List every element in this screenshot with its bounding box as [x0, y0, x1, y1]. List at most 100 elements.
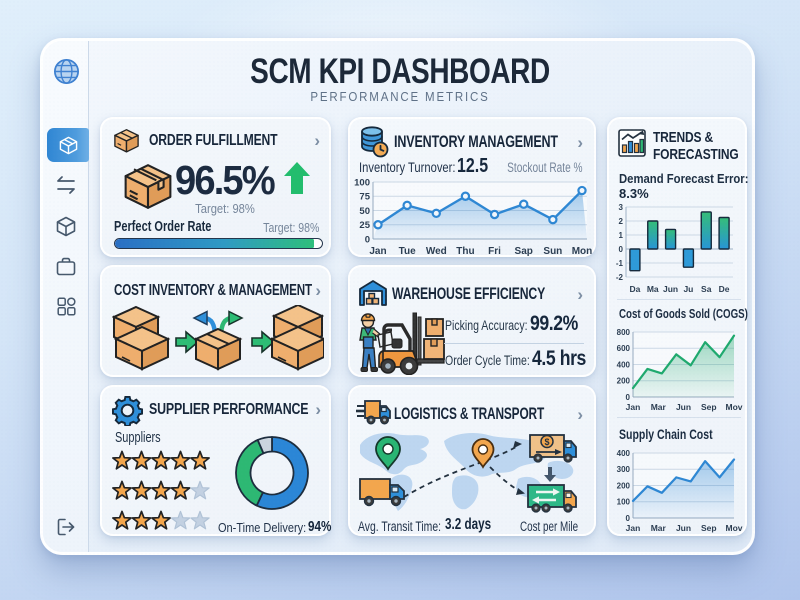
page-title: SCM KPI DASHBOARD — [250, 52, 550, 91]
svg-text:600: 600 — [617, 344, 631, 353]
kpi-value: 96.5% — [175, 157, 276, 203]
flow-arrow — [175, 330, 200, 354]
grid-icon — [56, 297, 76, 316]
forklift — [378, 312, 445, 376]
svg-text:-1: -1 — [616, 259, 624, 268]
donut-segment-on-time — [255, 436, 309, 510]
sidebar-item-apps[interactable] — [43, 297, 89, 316]
svg-text:0: 0 — [619, 245, 624, 254]
card-warehouse-efficiency: WAREHOUSE EFFICIENCY › — [348, 265, 596, 377]
transfer-arrows-icon — [57, 176, 75, 194]
divider — [444, 343, 584, 344]
svg-text:Jan: Jan — [626, 402, 641, 412]
pin-green-icon — [375, 436, 401, 471]
cycle-label: Order Cycle Time: — [445, 353, 530, 368]
chevron-right-icon[interactable]: › — [577, 405, 583, 424]
package-icon — [59, 136, 77, 154]
order-big-box-icon — [122, 161, 174, 216]
delivery-truck-icon — [356, 398, 392, 431]
sidebar-item-transfers[interactable] — [43, 176, 89, 194]
picking-value: 99.2% — [530, 312, 578, 335]
suppliers-label: Suppliers — [115, 429, 161, 446]
pin-orange-icon — [471, 438, 495, 469]
progress-bar — [114, 238, 323, 249]
truck-cost-icon — [527, 484, 577, 513]
globe-icon[interactable] — [43, 58, 89, 85]
page-subtitle: PERFORMANCE METRICS — [310, 90, 490, 104]
svg-text:0: 0 — [365, 234, 370, 245]
svg-text:Jun: Jun — [676, 402, 691, 412]
delivery-label: On-Time Delivery: — [218, 521, 307, 535]
transit-label: Avg. Transit Time: — [358, 519, 442, 534]
card-trends-forecasting: TRENDS & FORECASTING Demand Forecast Err… — [607, 117, 749, 536]
supply-title: Supply Chain Cost — [619, 427, 713, 442]
sidebar-item-business[interactable] — [43, 257, 89, 276]
sidebar-item-logout[interactable] — [43, 517, 89, 537]
card-title: COST INVENTORY & MANAGEMENT — [114, 282, 312, 299]
box-split-center — [192, 310, 244, 371]
card-supplier-performance: SUPPLIER PERFORMANCE › Suppliers On-Time… — [100, 385, 331, 536]
star-rating-row — [112, 510, 210, 530]
svg-text:3: 3 — [619, 203, 624, 212]
svg-text:75: 75 — [359, 192, 370, 203]
svg-text:Jun: Jun — [676, 523, 691, 533]
forklift-boxes — [423, 318, 445, 360]
truck-origin-icon — [359, 478, 405, 507]
svg-text:Mov: Mov — [726, 523, 743, 533]
supplier-star-ratings — [112, 450, 210, 540]
card-title: TRENDS & FORECASTING — [653, 129, 739, 163]
truck-dollar-icon: $ — [529, 434, 577, 463]
card-logistics-transport: LOGISTICS & TRANSPORT › — [348, 385, 596, 536]
svg-text:0: 0 — [626, 514, 631, 523]
trend-up-arrow-icon — [284, 162, 310, 199]
sidebar-item-products[interactable] — [43, 216, 89, 237]
turnover-label: Inventory Turnover: — [359, 159, 456, 175]
svg-text:0: 0 — [626, 393, 631, 402]
boxes-flow-illustration — [111, 303, 327, 376]
picking-label: Picking Accuracy: — [445, 318, 528, 333]
svg-text:De: De — [719, 284, 730, 294]
svg-text:Sap: Sap — [515, 246, 533, 257]
forecast-error-label: Demand Forecast Error: — [619, 171, 749, 186]
worker — [359, 313, 394, 372]
forecast-bar-chart: -2 -1 0 1 2 3 Da Ma Jun Ju Sa De — [613, 203, 745, 302]
svg-text:Sa: Sa — [701, 284, 712, 294]
chevron-right-icon[interactable]: › — [315, 281, 321, 300]
chevron-right-icon[interactable]: › — [577, 133, 583, 152]
sidebar-item-packages-active[interactable] — [47, 128, 89, 162]
metric-label: Perfect Order Rate — [114, 219, 212, 235]
svg-text:Wed: Wed — [426, 246, 447, 257]
svg-text:Fri: Fri — [488, 246, 501, 257]
briefcase-icon — [56, 257, 76, 276]
forecast-error-value: 8.3% — [619, 186, 649, 201]
svg-text:Jan: Jan — [626, 523, 641, 533]
flow-arrow — [251, 330, 276, 354]
chevron-right-icon[interactable]: › — [577, 285, 583, 304]
svg-text:800: 800 — [617, 328, 631, 337]
box-stack-left — [111, 305, 171, 371]
svg-text:Mov: Mov — [726, 402, 743, 412]
svg-text:Ma: Ma — [647, 284, 659, 294]
svg-text:Mar: Mar — [651, 523, 667, 533]
svg-text:Mon: Mon — [572, 246, 593, 257]
star-rating-row — [112, 450, 210, 470]
svg-text:Thu: Thu — [456, 246, 474, 257]
svg-text:Jan: Jan — [369, 246, 386, 257]
chevron-right-icon[interactable]: › — [315, 400, 321, 419]
svg-text:Ju: Ju — [683, 284, 693, 294]
svg-text:50: 50 — [359, 206, 370, 217]
svg-text:Sep: Sep — [701, 523, 717, 533]
svg-text:400: 400 — [617, 449, 631, 458]
inventory-line-chart: 0 25 50 75 100 Jan Tue Wed Thu Fri Sap Sun Mon — [351, 176, 595, 263]
cost-per-mile-label: Cost per Mile — [520, 519, 579, 534]
donut-segment-other — [256, 436, 273, 455]
dashed-route — [403, 441, 525, 498]
logout-icon — [57, 518, 75, 536]
svg-text:Jun: Jun — [663, 284, 678, 294]
cube-icon — [56, 216, 76, 237]
sidebar — [43, 41, 89, 552]
chevron-right-icon[interactable]: › — [314, 131, 320, 150]
svg-text:200: 200 — [617, 377, 631, 386]
on-time-delivery-donut — [232, 433, 312, 518]
card-order-fulfillment: ORDER FULFILLMENT › 96.5% Target: 98% Pe… — [100, 117, 331, 257]
